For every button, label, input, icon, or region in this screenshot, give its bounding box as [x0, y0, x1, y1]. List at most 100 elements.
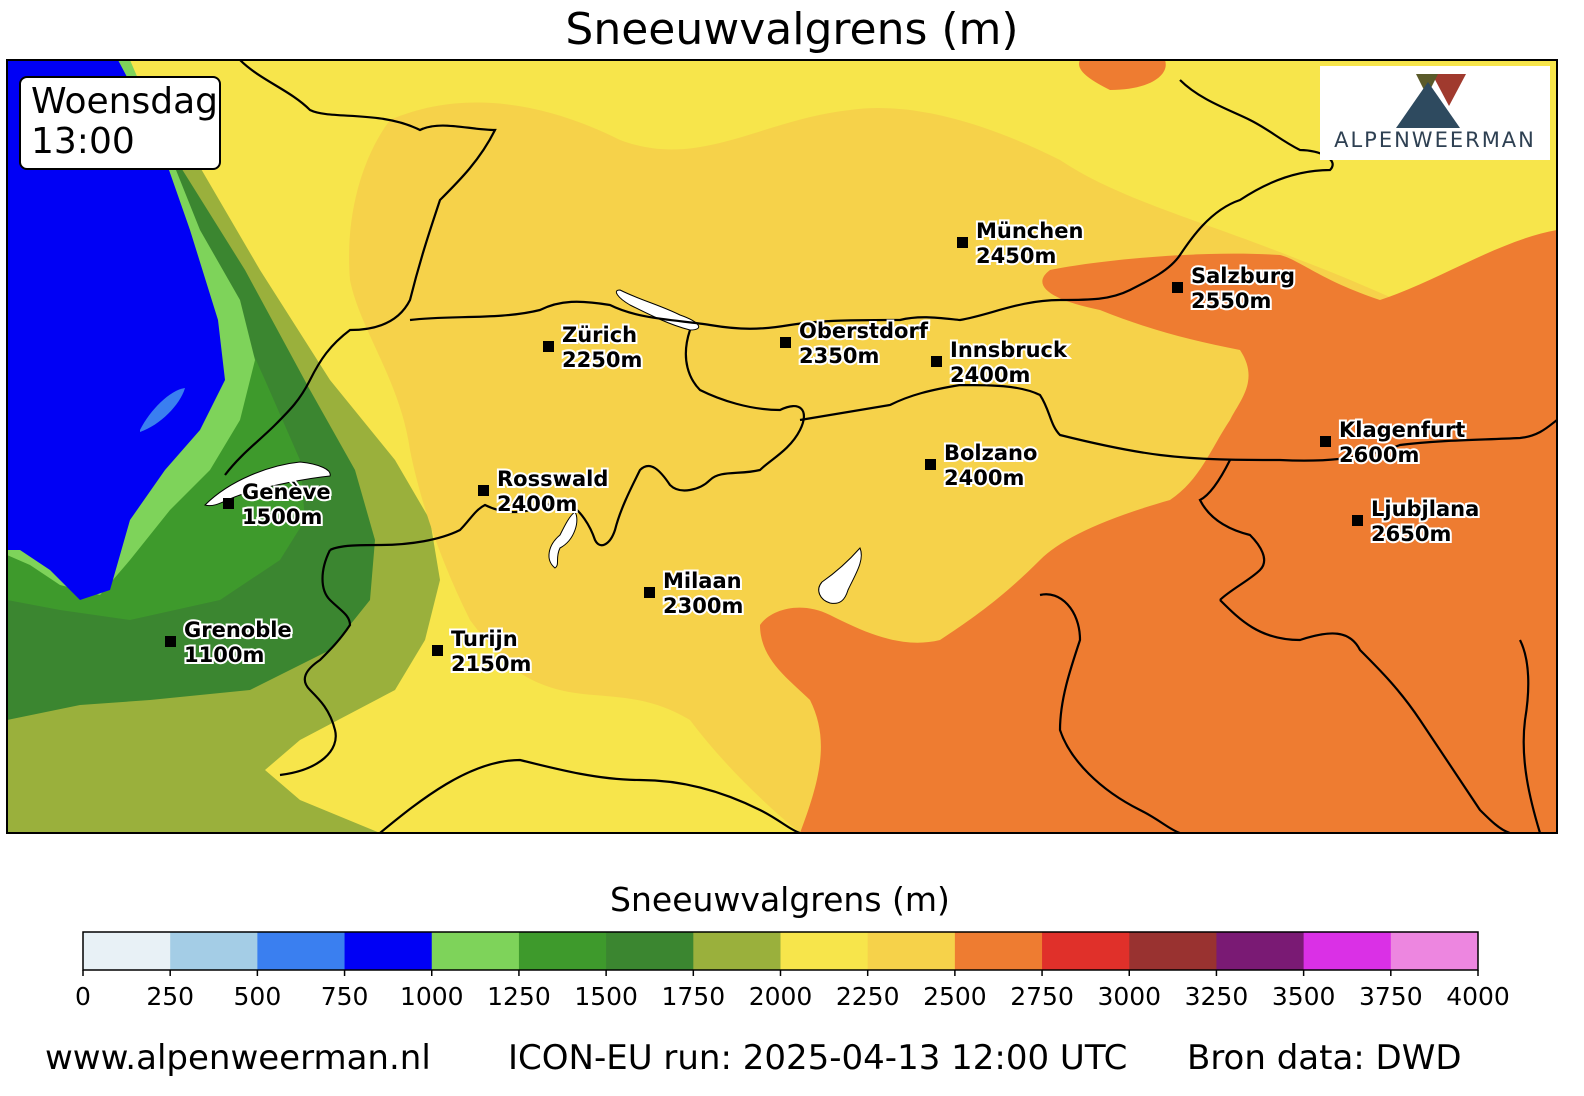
city-dot: [957, 237, 968, 248]
colorbar-tick-label: 3250: [1184, 982, 1249, 1011]
city-name: Grenoble: [184, 618, 292, 642]
city-snowline-value: 2350m: [799, 344, 879, 368]
border-lines: [224, 60, 1557, 833]
colorbar: [82, 931, 1479, 976]
city-snowline-value: 2600m: [1339, 443, 1419, 467]
city-snowline-value: 1100m: [184, 643, 264, 667]
footer-source: Bron data: DWD: [1187, 1038, 1462, 1078]
city-name: Genève: [242, 480, 331, 504]
city-snowline-value: 2300m: [663, 594, 743, 618]
colorbar-tick-label: 2250: [835, 982, 900, 1011]
colorbar-tick-label: 500: [233, 982, 282, 1011]
mountain-logo-icon: [1396, 74, 1466, 128]
colorbar-tick-label: 2750: [1010, 982, 1074, 1011]
colorbar-segment: [83, 932, 171, 970]
timestamp-day: Woensdag: [31, 81, 218, 122]
city-dot: [432, 645, 443, 656]
timestamp-time: 13:00: [31, 121, 135, 162]
colorbar-segment: [1303, 932, 1392, 970]
city-name: Turijn: [451, 627, 518, 651]
field-band-2500-2750-north: [1079, 60, 1166, 90]
colorbar-segment: [518, 932, 607, 970]
colorbar-segment: [431, 932, 520, 970]
city-dot: [478, 485, 489, 496]
city-snowline-value: 2400m: [944, 466, 1024, 490]
footer-website[interactable]: www.alpenweerman.nl: [45, 1038, 431, 1078]
city-dot: [780, 337, 791, 348]
city-snowline-value: 1500m: [242, 505, 322, 529]
city-snowline-value: 2650m: [1371, 522, 1451, 546]
colorbar-segment: [1216, 932, 1305, 970]
city-name: Milaan: [663, 569, 742, 593]
colorbar-segment: [693, 932, 781, 970]
colorbar-tick-label: 2500: [923, 982, 987, 1011]
city-name: München: [976, 219, 1083, 243]
city-dot: [931, 356, 942, 367]
city-snowline-value: 2550m: [1191, 289, 1271, 313]
footer-run: ICON-EU run: 2025-04-13 12:00 UTC: [508, 1038, 1128, 1078]
colorbar-tick-label: 3750: [1359, 982, 1423, 1011]
city-name: Salzburg: [1191, 264, 1295, 288]
colorbar-tick-label: 3500: [1271, 982, 1336, 1011]
colorbar-tick-label: 2000: [748, 982, 813, 1011]
city-dot: [925, 459, 936, 470]
colorbar-title: Sneeuwvalgrens (m): [610, 880, 950, 919]
city-snowline-value: 2250m: [562, 348, 642, 372]
city-name: Ljubjlana: [1371, 497, 1479, 521]
map-title: Sneeuwvalgrens (m): [565, 4, 1019, 55]
city-name: Zürich: [562, 323, 637, 347]
colorbar-tick-label: 0: [75, 982, 91, 1011]
city-name: Klagenfurt: [1339, 418, 1465, 442]
colorbar-segment: [867, 932, 956, 970]
lake-maggiore: [548, 511, 578, 569]
colorbar-tick-label: 750: [320, 982, 369, 1011]
city-snowline-value: 2400m: [950, 363, 1030, 387]
city-name: Oberstdorf: [799, 319, 929, 343]
city-dot: [1352, 515, 1363, 526]
city-dot: [165, 636, 176, 647]
colorbar-segment: [1129, 932, 1217, 970]
city-snowline-value: 2150m: [451, 652, 531, 676]
colorbar-tick-label: 3000: [1097, 982, 1162, 1011]
city-snowline-value: 2400m: [497, 492, 577, 516]
colorbar-tick-label: 250: [146, 982, 195, 1011]
timestamp-badge: Woensdag 13:00: [19, 76, 221, 170]
colorbar-tick-label: 1500: [574, 982, 638, 1011]
city-dot: [223, 498, 234, 509]
city-snowline-value: 2450m: [976, 244, 1056, 268]
colorbar-tick-label: 4000: [1446, 982, 1510, 1011]
colorbar-segment: [780, 932, 869, 970]
colorbar-segment: [170, 932, 258, 970]
logo-text: ALPENWEERMAN: [1334, 128, 1536, 152]
field-band-2500-2750: [760, 230, 1557, 833]
colorbar-tick-label: 1250: [487, 982, 551, 1011]
city-dot: [1320, 436, 1331, 447]
field-band-500-750: [140, 388, 185, 432]
brand-logo: ALPENWEERMAN: [1320, 66, 1550, 160]
city-name: Innsbruck: [950, 338, 1068, 362]
colorbar-segment: [344, 932, 433, 970]
city-dot: [1172, 282, 1183, 293]
colorbar-segment: [1390, 932, 1479, 970]
colorbar-tick-labels: 0 250 500 750 1000 1250 1500 1750 2000 2250 2500 27…: [0, 982, 1584, 1018]
city-name: Rosswald: [497, 467, 608, 491]
city-name: Bolzano: [944, 441, 1037, 465]
colorbar-segment: [257, 932, 346, 970]
field-band-750-1000: [7, 60, 225, 600]
city-dot: [543, 341, 554, 352]
snowline-field: [7, 60, 1557, 833]
colorbar-tick-label: 1750: [661, 982, 726, 1011]
